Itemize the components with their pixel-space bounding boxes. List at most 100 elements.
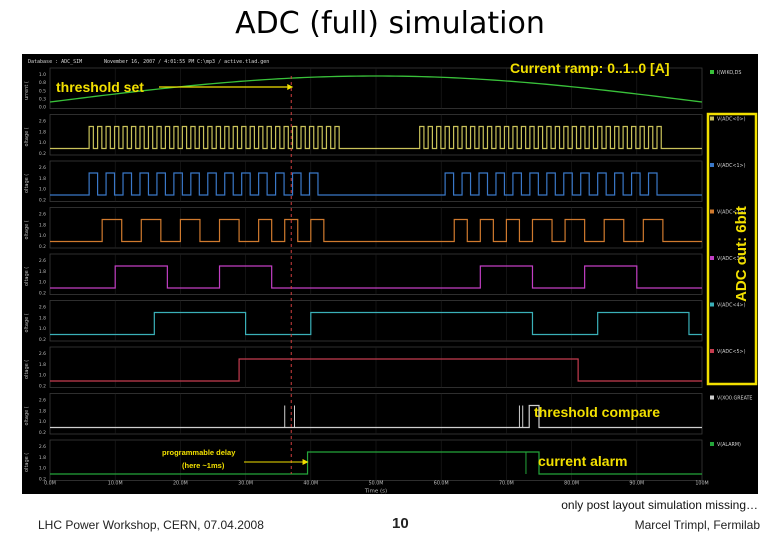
y-tick-label: 0.5 [39, 88, 46, 94]
y-tick-label: 2.6 [39, 444, 46, 450]
x-tick-label: 100M [695, 481, 708, 487]
current-alarm-waveform [50, 451, 702, 475]
x-tick-label: 60.0M [434, 481, 449, 487]
legend-swatch-b1 [710, 163, 714, 167]
simulation-waveform-window: Database : ADC_SIM November 16, 2007 / 4:… [22, 54, 758, 494]
x-axis-label: Time (s) [364, 489, 387, 495]
legend-label-b3: V(ADC<3>) [717, 256, 746, 262]
x-tick-label: 90.0M [629, 481, 644, 487]
page-number: 10 [392, 515, 409, 532]
sim-file-label: C:\mp3 / active.tlad.gen [197, 59, 269, 65]
legend-swatch-b2 [710, 209, 714, 214]
legend-swatch-ramp [710, 70, 714, 74]
legend-label-alarm: V(ALARM) [717, 442, 741, 448]
programmable-delay-note: (here ~1ms) [182, 461, 225, 470]
y-axis-label: oltage ( [24, 453, 30, 472]
y-tick-label: 0.2 [39, 430, 46, 436]
y-tick-label: 1.0 [39, 373, 46, 379]
x-tick-label: 0.0M [44, 481, 56, 487]
legend-label-ramp: I(WIKO,DS [717, 70, 741, 76]
y-axis-label: oltage ( [24, 174, 30, 193]
y-tick-label: 2.6 [39, 165, 46, 171]
y-axis-label: oltage ( [24, 360, 30, 379]
adc-out-box [706, 112, 758, 386]
y-tick-label: 1.0 [39, 280, 46, 286]
legend-label-b1: V(ADC<1>) [717, 163, 746, 169]
threshold-set-annotation: threshold set [56, 79, 144, 95]
adc-bit1-waveform [50, 172, 702, 196]
y-tick-label: 1.8 [39, 269, 46, 275]
y-tick-label: 1.8 [39, 362, 46, 368]
legend-label-b4: V(ADC<4>) [717, 303, 746, 309]
x-tick-label: 30.0M [238, 481, 253, 487]
sim-date-label: November 16, 2007 / 4:01:55 PM [104, 59, 194, 65]
y-tick-label: 2.6 [39, 305, 46, 311]
programmable-delay-annotation: programmable delay [162, 448, 236, 457]
y-tick-label: 1.8 [39, 129, 46, 135]
y-tick-label: 0.2 [39, 337, 46, 343]
y-tick-label: 1.0 [39, 187, 46, 193]
y-tick-label: 1.8 [39, 315, 46, 321]
legend-label-b0: V(ADC<0>) [717, 117, 746, 123]
slide-title: ADC (full) simulation [235, 6, 545, 41]
legend-swatch-b3 [710, 256, 714, 260]
threshold-set-arrowhead [287, 84, 294, 90]
x-tick-label: 10.0M [108, 481, 123, 487]
delay-arrowhead [302, 459, 309, 465]
legend-label-thr: V(XO0.GREATE [717, 396, 752, 402]
adc-bit5-waveform [50, 358, 702, 382]
x-tick-label: 40.0M [303, 481, 318, 487]
y-tick-label: 1.8 [39, 176, 46, 182]
y-tick-label: 1.0 [39, 419, 46, 425]
y-tick-label: 2.6 [39, 212, 46, 218]
adc-bit4-waveform [50, 311, 702, 336]
x-tick-label: 80.0M [564, 481, 579, 487]
ramp-waveform [49, 75, 703, 103]
footer-right: Marcel Trimpl, Fermilab [634, 518, 760, 532]
legend-label-b5: V(ADC<5>) [717, 349, 746, 355]
y-tick-label: 1.0 [39, 72, 46, 78]
y-tick-label: 0.0 [39, 105, 46, 111]
adc-bit3-waveform [50, 265, 702, 289]
y-tick-label: 1.0 [39, 326, 46, 332]
y-tick-label: 0.2 [39, 244, 46, 250]
footer-left: LHC Power Workshop, CERN, 07.04.2008 [38, 518, 264, 532]
y-axis-label: urrent ( [24, 81, 30, 100]
legend-label-b2: V(ADC<2>) [717, 210, 746, 216]
slide-note: only post layout simulation missing… [561, 498, 758, 512]
current-alarm-annotation: current alarm [538, 453, 627, 469]
y-tick-label: 0.3 [39, 96, 46, 102]
y-tick-label: 0.2 [39, 291, 46, 297]
y-tick-label: 1.8 [39, 222, 46, 228]
adc-bit2-waveform [50, 218, 702, 243]
threshold-compare-waveform [50, 404, 702, 429]
y-tick-label: 0.2 [39, 384, 46, 390]
threshold-compare-annotation: threshold compare [534, 404, 660, 420]
y-tick-label: 1.0 [39, 466, 46, 472]
x-tick-label: 50.0M [369, 481, 384, 487]
sim-database-label: Database : ADC_SIM [28, 59, 82, 65]
legend-swatch-b0 [710, 116, 714, 121]
y-tick-label: 0.2 [39, 477, 46, 483]
y-tick-label: 0.2 [39, 151, 46, 157]
y-tick-label: 1.8 [39, 408, 46, 414]
y-tick-label: 2.6 [39, 398, 46, 404]
y-axis-label: oltage ( [24, 313, 30, 332]
legend-swatch-thr [710, 395, 714, 400]
adc-bit0-waveform [50, 125, 702, 150]
waveform-plot: Database : ADC_SIM November 16, 2007 / 4:… [24, 59, 758, 495]
y-axis-label: oltage ( [24, 127, 30, 146]
x-tick-label: 70.0M [499, 481, 514, 487]
y-tick-label: 0.8 [39, 80, 46, 86]
legend-swatch-b4 [710, 302, 714, 307]
adc-out-annotation: ADC out: 6bit [733, 206, 750, 302]
y-tick-label: 2.6 [39, 351, 46, 357]
y-tick-label: 0.2 [39, 198, 46, 204]
y-tick-label: 1.8 [39, 455, 46, 461]
y-tick-label: 1.0 [39, 140, 46, 146]
current-ramp-annotation: Current ramp: 0..1..0 [A] [510, 60, 669, 76]
y-tick-label: 1.0 [39, 233, 46, 239]
y-axis-label: oltage ( [24, 267, 30, 286]
legend-swatch-b5 [710, 349, 714, 353]
x-tick-label: 20.0M [173, 481, 188, 487]
